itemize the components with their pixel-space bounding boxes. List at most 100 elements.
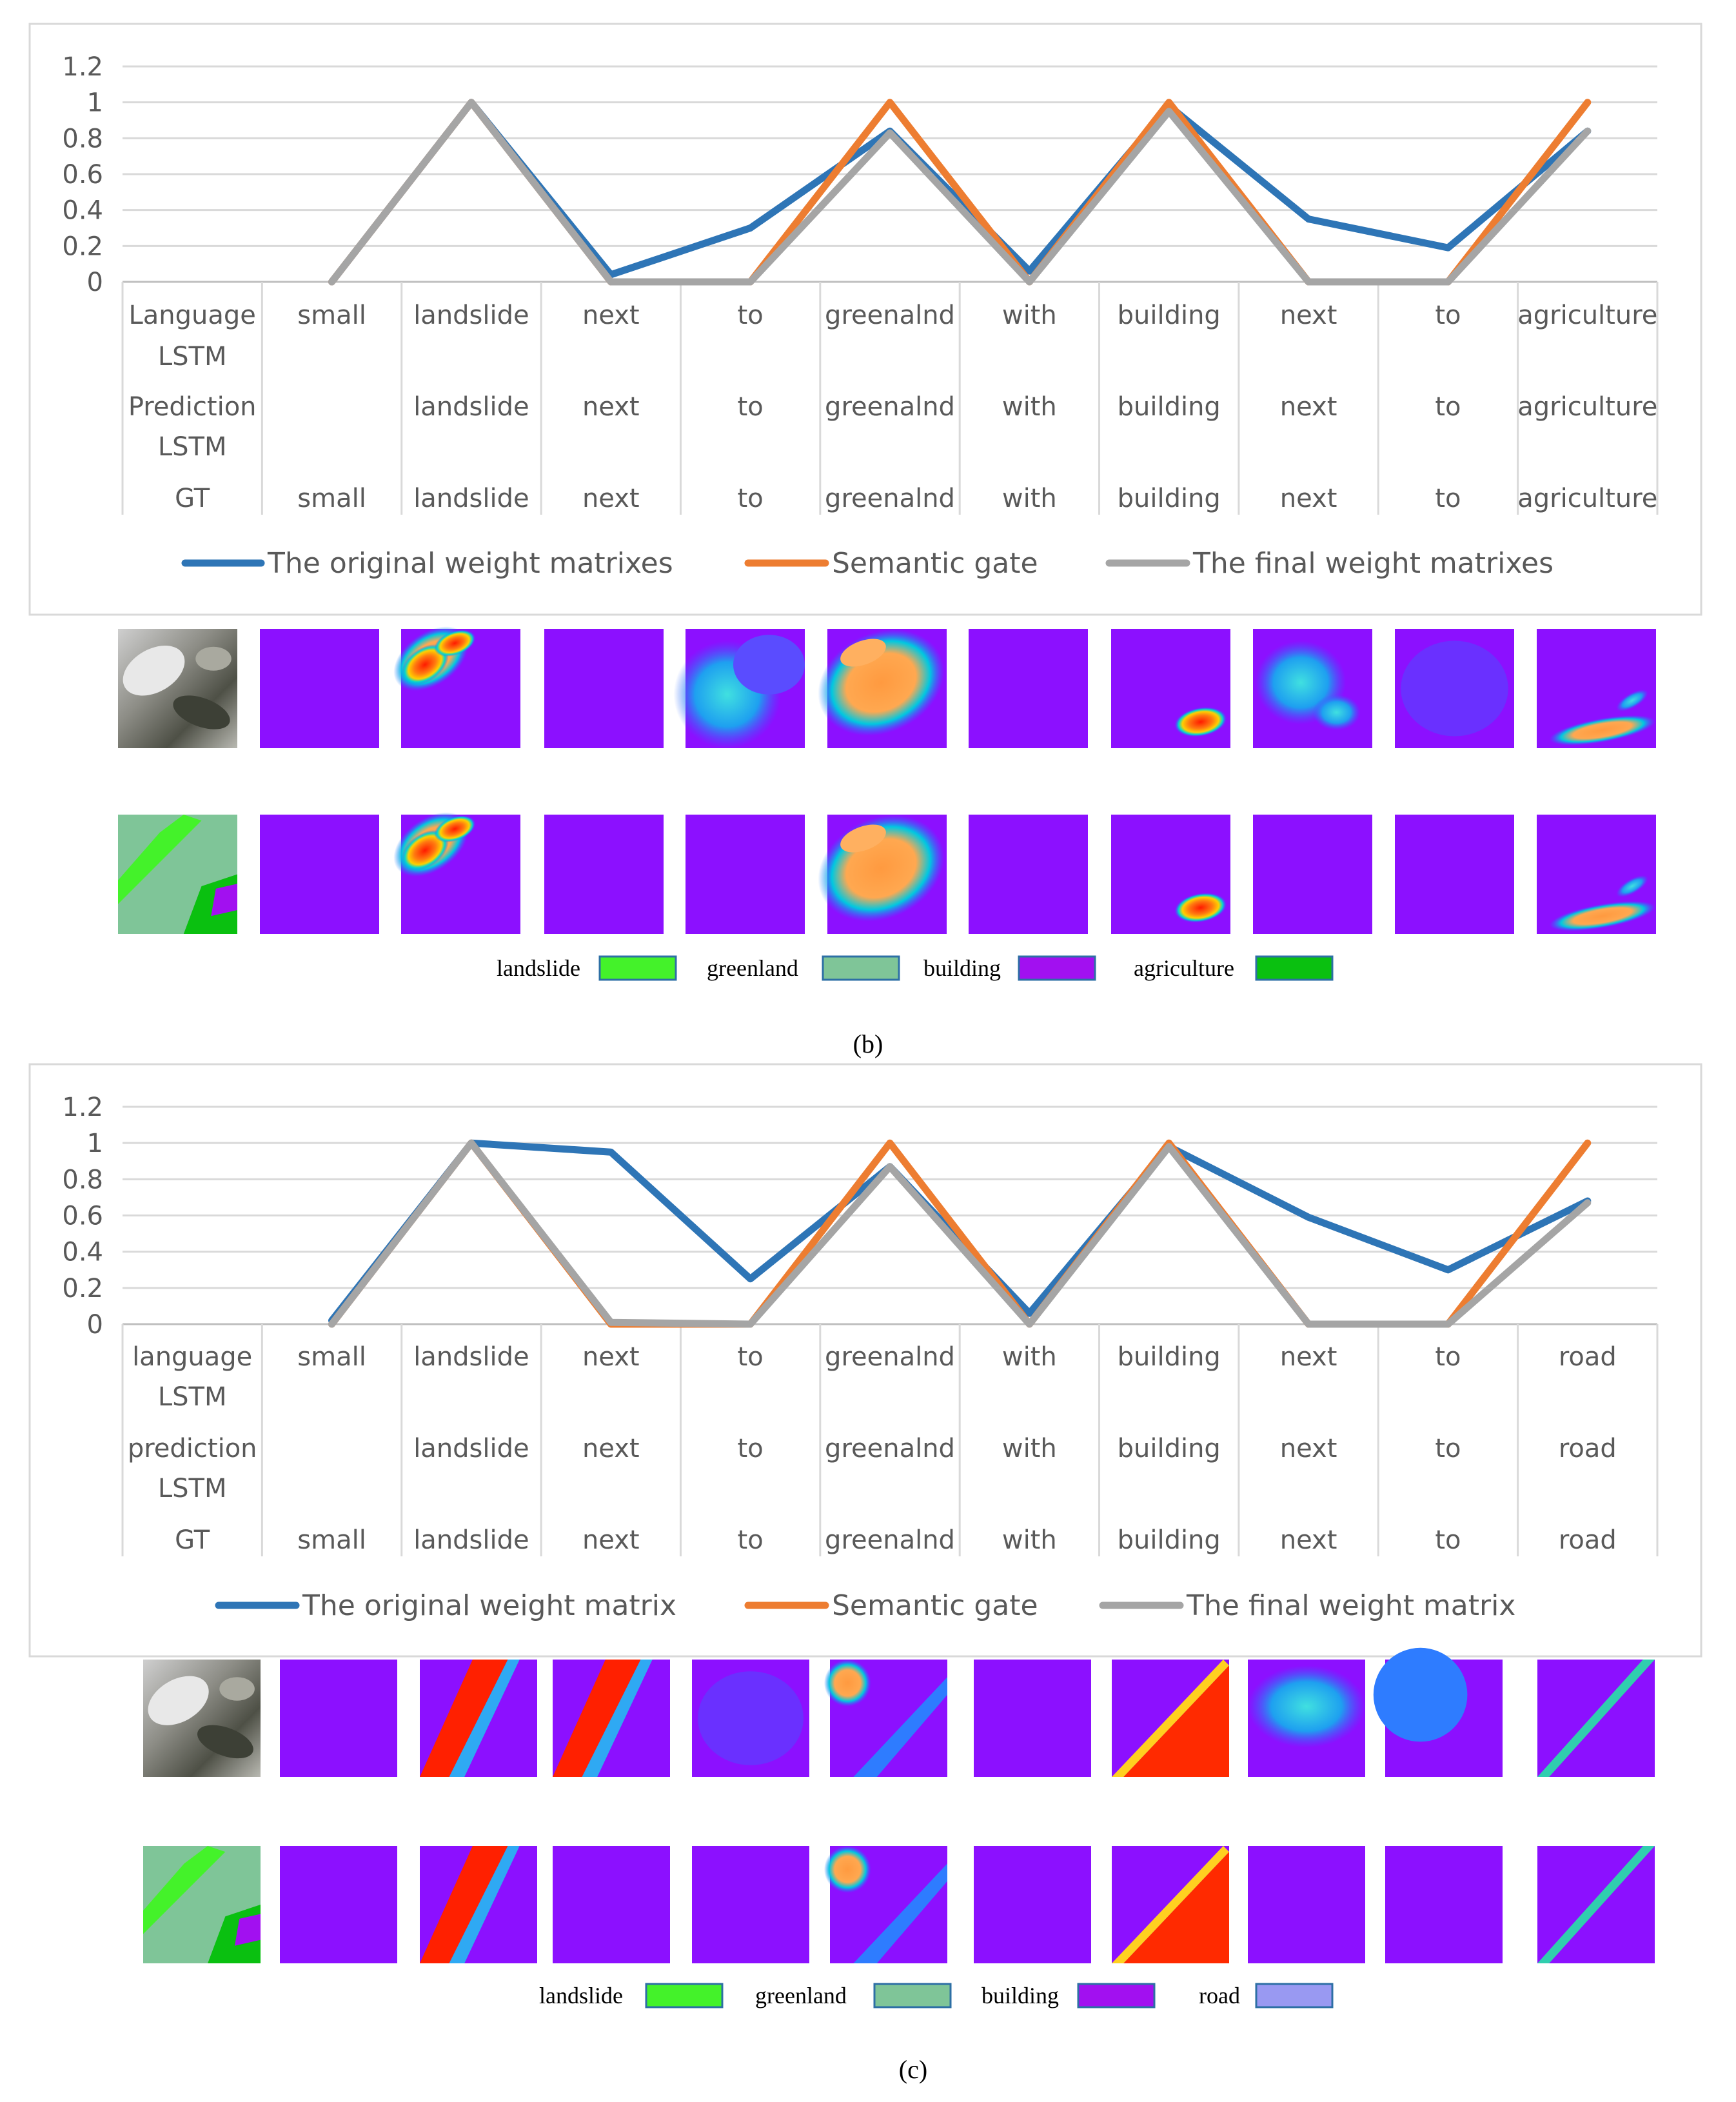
table-cell: small — [297, 301, 366, 330]
table-cell: to — [1435, 1525, 1461, 1555]
heatmap-tile — [1112, 1846, 1229, 1963]
chart-frame-c — [28, 1063, 1702, 1658]
class-legend-swatch — [645, 1983, 724, 2008]
heatmap-tile — [818, 629, 947, 748]
heatmap-tile — [1537, 1846, 1655, 1963]
table-cell: agriculture — [1517, 301, 1657, 330]
heatmap-tile — [143, 1660, 261, 1777]
table-cell: to — [1435, 1434, 1461, 1463]
heatmap-tile — [420, 1660, 537, 1777]
legend-label: Semantic gate — [832, 1589, 1038, 1622]
y-tick-label: 1 — [87, 1129, 103, 1158]
table-cell: landslide — [413, 1342, 529, 1372]
table-cell: small — [297, 1342, 366, 1372]
heatmap-tile — [974, 1660, 1091, 1777]
class-legend-c: landslide greenland building road — [539, 1983, 1334, 2008]
heatmap-tile — [1111, 815, 1230, 934]
heatmap-tile — [420, 1846, 537, 1963]
table-cell: next — [582, 301, 640, 330]
y-tick-label: 0.2 — [62, 1274, 103, 1304]
heatmap-tile — [1373, 1647, 1503, 1777]
y-tick-label: 0.2 — [62, 232, 103, 261]
heatmap-tile — [686, 815, 805, 934]
table-cell: greenalnd — [825, 1434, 955, 1463]
heatmap-tile — [280, 1846, 397, 1963]
table-cell: to — [738, 301, 764, 330]
table-cell: to — [1435, 301, 1461, 330]
heatmap-tile — [1537, 815, 1656, 934]
class-legend-label: agriculture — [1134, 955, 1234, 981]
heatmap-tile — [1253, 815, 1372, 934]
legend-label: The original weight matrix — [302, 1589, 676, 1622]
heatmap-tile — [143, 1846, 261, 1963]
table-row-label: LSTM — [158, 342, 227, 372]
heatmap-tile — [1112, 1660, 1229, 1777]
table-cell: next — [582, 1342, 640, 1372]
heatmap-tile — [393, 626, 520, 748]
table-cell: with — [1002, 484, 1057, 513]
heatmap-tile — [673, 629, 805, 748]
table-cell: next — [582, 484, 640, 513]
table-cell: to — [738, 484, 764, 513]
table-cell: landslide — [413, 1525, 529, 1555]
table-cell: to — [738, 1434, 764, 1463]
table-cell: next — [1280, 1434, 1337, 1463]
heatmap-tile — [824, 1846, 947, 1963]
table-cell: with — [1002, 1434, 1057, 1463]
caption-b: (b) — [853, 1029, 883, 1058]
table-cell: greenalnd — [825, 484, 955, 513]
table-cell: greenalnd — [825, 392, 955, 422]
y-tick-label: 0.4 — [62, 1238, 103, 1267]
y-tick-label: 0.8 — [62, 1165, 103, 1195]
table-cell: landslide — [413, 301, 529, 330]
heatmap-tile — [553, 1660, 670, 1777]
table-cell: landslide — [413, 1434, 529, 1463]
heatmap-tile — [974, 1846, 1091, 1963]
table-cell: road — [1559, 1434, 1617, 1463]
heatmap-tile — [280, 1660, 397, 1777]
class-legend-b: landslide greenland building agriculture — [497, 955, 1334, 981]
y-tick-label: 1.2 — [62, 1093, 103, 1122]
caption-c: (c) — [899, 2055, 927, 2084]
table-row-label: prediction — [128, 1434, 257, 1463]
y-tick-label: 0.4 — [62, 196, 103, 226]
class-legend-swatch — [1018, 955, 1096, 981]
heatmap-tile — [553, 1846, 670, 1963]
table-cell: small — [297, 1525, 366, 1555]
table-cell: next — [582, 392, 640, 422]
table-cell: building — [1118, 1434, 1221, 1463]
class-legend-swatch — [598, 955, 677, 981]
class-legend-swatch — [1255, 1983, 1334, 2008]
table-cell: building — [1118, 301, 1221, 330]
heatmap-tile — [1248, 1846, 1365, 1963]
table-row-label: LSTM — [158, 432, 227, 462]
class-legend-label: greenland — [707, 955, 798, 981]
table-cell: next — [582, 1434, 640, 1463]
table-cell: to — [738, 1342, 764, 1372]
table-cell: next — [1280, 1342, 1337, 1372]
y-tick-label: 1 — [87, 88, 103, 118]
legend-label: The final weight matrix — [1186, 1589, 1515, 1622]
class-legend-label: building — [923, 955, 1001, 981]
y-tick-label: 1.2 — [62, 52, 103, 82]
series-line-the-final-weight-matrixes — [328, 99, 1592, 286]
table-cell: building — [1118, 1342, 1221, 1372]
heatmap-tile — [1253, 629, 1372, 748]
table-row-label: Prediction — [128, 392, 257, 422]
heatmap-tile — [544, 815, 664, 934]
table-cell: small — [297, 484, 366, 513]
heatmap-tile — [260, 815, 379, 934]
table-cell: with — [1002, 392, 1057, 422]
heatmap-tile — [118, 629, 237, 748]
table-cell: road — [1559, 1342, 1617, 1372]
table-cell: to — [738, 1525, 764, 1555]
table-cell: building — [1118, 484, 1221, 513]
heatmap-tile — [1395, 815, 1514, 934]
table-cell: next — [1280, 301, 1337, 330]
table-row-label: Language — [128, 301, 255, 330]
y-tick-label: 0.8 — [62, 124, 103, 154]
y-tick-label: 0 — [87, 1310, 103, 1340]
heatmap-tile — [260, 629, 379, 748]
series-line-the-final-weight-matrix — [328, 1139, 1592, 1328]
